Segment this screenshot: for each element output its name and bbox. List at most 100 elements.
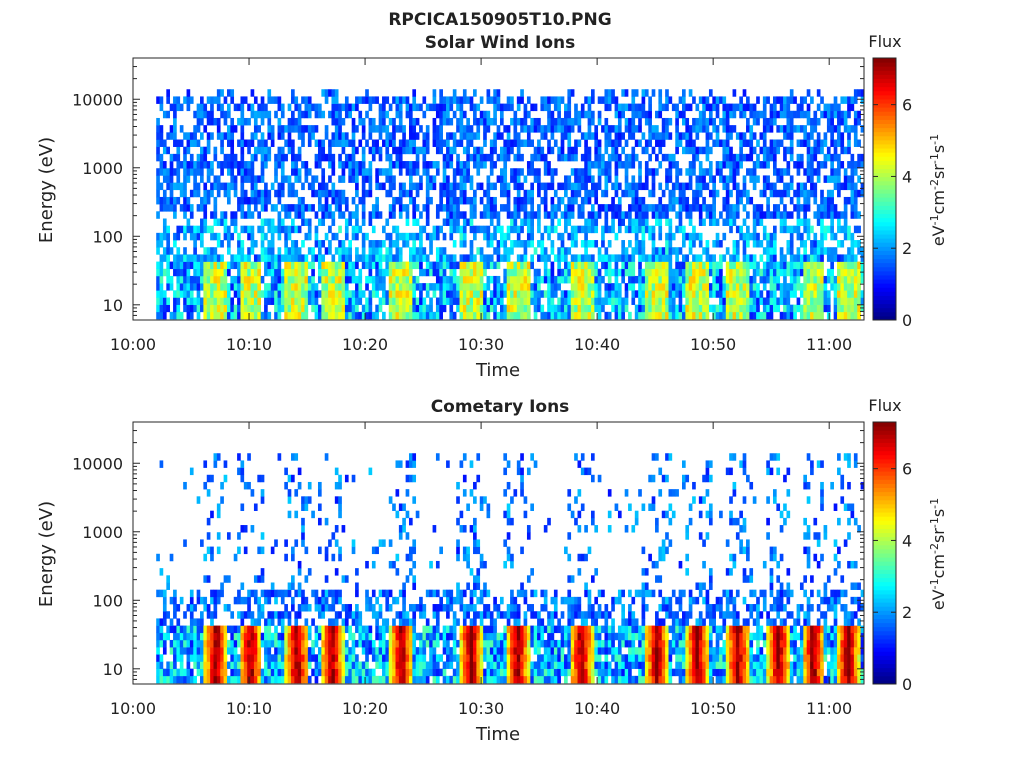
- flux-cell: [769, 283, 774, 291]
- flux-cell: [230, 139, 235, 147]
- flux-cell: [597, 268, 602, 277]
- flux-cell: [260, 225, 265, 234]
- flux-cell: [479, 196, 484, 205]
- flux-cell: [580, 175, 585, 183]
- flux-cell: [338, 290, 342, 298]
- flux-cell: [274, 96, 278, 104]
- flux-cell: [476, 103, 481, 112]
- flux-cell: [331, 132, 336, 140]
- flux-cell: [675, 311, 679, 320]
- flux-cell: [665, 89, 669, 97]
- flux-cell: [769, 153, 774, 162]
- flux-cell: [773, 297, 777, 305]
- flux-cell: [223, 189, 228, 198]
- flux-cell: [826, 110, 831, 119]
- flux-cell: [260, 196, 265, 205]
- flux-cell: [223, 182, 228, 191]
- flux-cell: [291, 268, 295, 277]
- flux-cell: [749, 232, 754, 241]
- flux-cell: [358, 311, 363, 320]
- flux-cell: [206, 474, 211, 483]
- flux-cell: [398, 196, 403, 205]
- flux-cell: [793, 189, 797, 198]
- flux-cell: [651, 175, 656, 183]
- flux-cell: [328, 304, 332, 313]
- flux-cell: [675, 168, 679, 176]
- flux-cell: [334, 132, 339, 140]
- flux-cell: [796, 297, 801, 305]
- flux-cell: [435, 110, 440, 119]
- flux-cell: [796, 232, 801, 241]
- flux-cell: [658, 297, 663, 305]
- flux-cell: [462, 240, 467, 248]
- flux-cell: [826, 146, 831, 155]
- flux-cell: [722, 153, 727, 162]
- flux-cell: [183, 632, 187, 641]
- flux-cell: [671, 204, 676, 212]
- flux-cell: [338, 275, 342, 284]
- flux-cell: [584, 304, 588, 313]
- flux-cell: [607, 89, 612, 97]
- flux-cell: [513, 182, 518, 191]
- flux-cell: [523, 304, 528, 313]
- flux-cell: [806, 110, 811, 119]
- flux-cell: [253, 268, 258, 277]
- flux-cell: [186, 261, 191, 270]
- flux-cell: [223, 110, 228, 119]
- flux-cell: [826, 117, 831, 126]
- flux-cell: [830, 268, 834, 277]
- flux-cell: [685, 254, 690, 262]
- flux-cell: [419, 240, 423, 248]
- flux-cell: [496, 125, 501, 133]
- flux-cell: [708, 189, 713, 198]
- flux-cell: [247, 103, 251, 112]
- flux-cell: [476, 182, 481, 191]
- flux-cell: [526, 125, 531, 133]
- flux-cell: [317, 268, 322, 277]
- flux-cell: [860, 161, 865, 169]
- flux-cell: [580, 103, 585, 112]
- flux-cell: [516, 268, 521, 277]
- flux-cell: [810, 268, 814, 277]
- flux-cell: [264, 153, 268, 162]
- flux-cell: [580, 254, 585, 262]
- flux-cell: [702, 218, 706, 226]
- flux-cell: [385, 290, 390, 298]
- flux-cell: [382, 125, 386, 133]
- flux-cell: [722, 204, 727, 212]
- flux-cell: [773, 283, 777, 291]
- flux-cell: [789, 96, 794, 104]
- flux-cell: [449, 311, 454, 320]
- flux-cell: [479, 161, 484, 169]
- colorbar-swatch: [873, 148, 896, 153]
- flux-cell: [503, 232, 508, 241]
- colorbar-swatch: [873, 164, 896, 170]
- flux-cell: [405, 103, 410, 112]
- flux-cell: [783, 168, 787, 176]
- flux-cell: [173, 254, 177, 262]
- flux-cell: [446, 139, 450, 147]
- flux-cell: [280, 297, 285, 305]
- flux-cell: [250, 661, 255, 669]
- flux-cell: [435, 161, 440, 169]
- flux-cell: [816, 247, 821, 255]
- flux-cell: [301, 240, 305, 248]
- flux-cell: [769, 182, 774, 191]
- flux-cell: [510, 211, 514, 219]
- flux-cell: [398, 96, 403, 104]
- flux-cell: [631, 189, 636, 198]
- y-axis-label: Energy (eV): [36, 137, 57, 243]
- flux-cell: [344, 232, 349, 241]
- flux-cell: [368, 96, 373, 104]
- flux-cell: [631, 110, 636, 119]
- flux-cell: [506, 275, 511, 284]
- flux-cell: [311, 247, 315, 255]
- flux-cell: [412, 311, 417, 320]
- flux-cell: [786, 117, 791, 126]
- flux-cell: [156, 647, 160, 655]
- flux-cell: [715, 110, 720, 119]
- flux-cell: [597, 153, 602, 162]
- flux-cell: [813, 261, 818, 270]
- flux-cell: [682, 254, 686, 262]
